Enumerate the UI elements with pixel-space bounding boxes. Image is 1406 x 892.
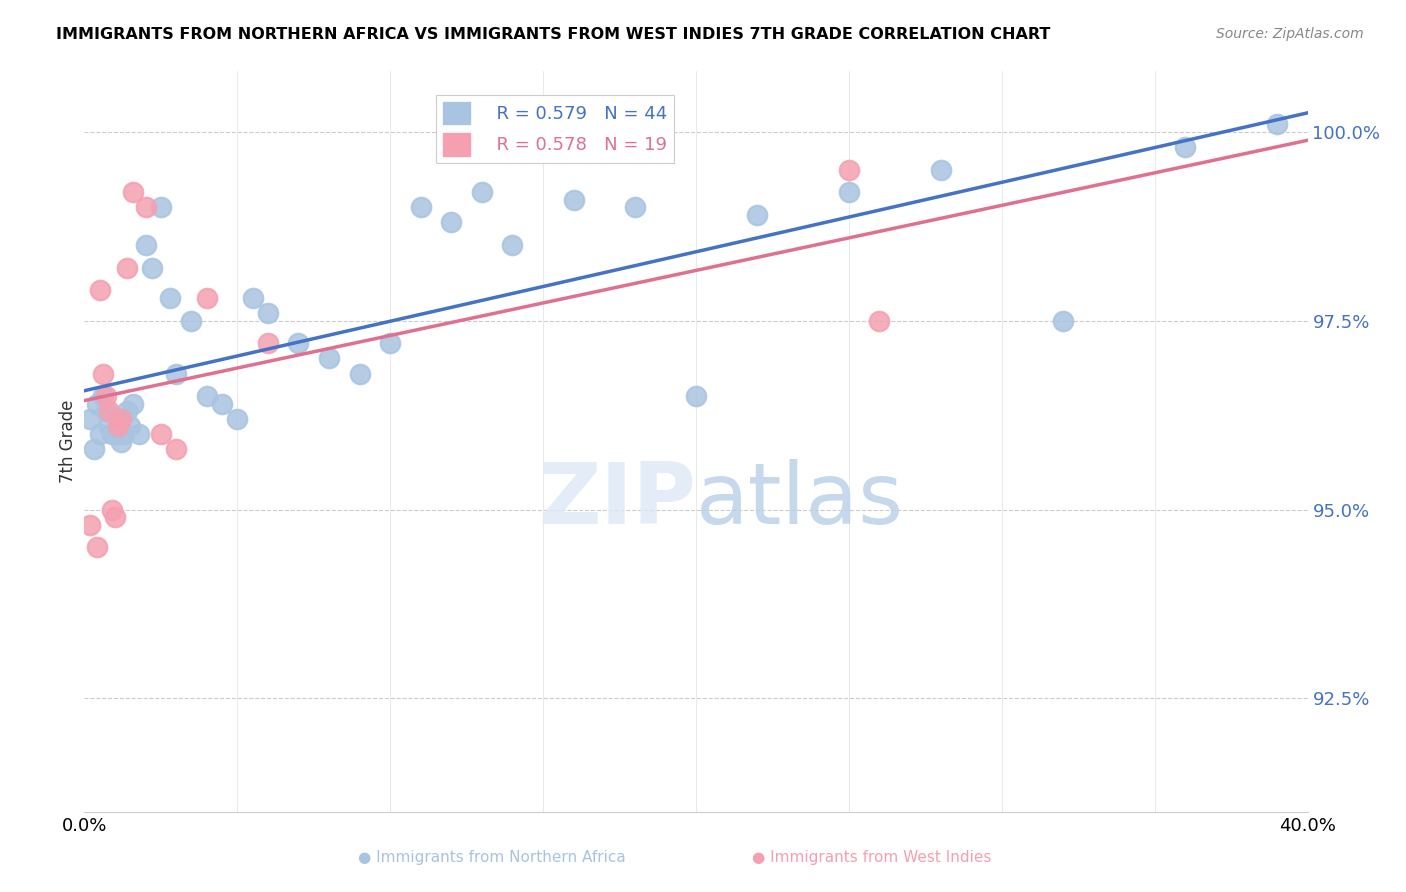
Point xyxy=(195,291,218,305)
Point xyxy=(226,412,249,426)
Point xyxy=(869,313,891,327)
Point xyxy=(120,419,142,434)
Point xyxy=(115,404,138,418)
Point xyxy=(89,284,111,298)
Point xyxy=(838,186,860,200)
Point xyxy=(79,517,101,532)
Point xyxy=(1174,140,1197,154)
Point xyxy=(838,162,860,177)
Point xyxy=(104,427,127,442)
Point xyxy=(86,397,108,411)
Legend:   R = 0.579   N = 44,   R = 0.578   N = 19: R = 0.579 N = 44, R = 0.578 N = 19 xyxy=(436,95,673,162)
Point xyxy=(115,260,138,275)
Text: ● Immigrants from Northern Africa: ● Immigrants from Northern Africa xyxy=(359,850,626,865)
Text: Source: ZipAtlas.com: Source: ZipAtlas.com xyxy=(1216,27,1364,41)
Point xyxy=(195,389,218,403)
Point xyxy=(110,434,132,449)
Point xyxy=(180,313,202,327)
Point xyxy=(287,336,309,351)
Point xyxy=(83,442,105,456)
Point xyxy=(685,389,707,403)
Point xyxy=(86,541,108,555)
Point xyxy=(747,208,769,222)
Point xyxy=(107,412,129,426)
Point xyxy=(91,389,114,403)
Y-axis label: 7th Grade: 7th Grade xyxy=(59,400,77,483)
Point xyxy=(135,200,157,214)
Point xyxy=(257,336,280,351)
Point xyxy=(471,186,494,200)
Text: ● Immigrants from West Indies: ● Immigrants from West Indies xyxy=(752,850,991,865)
Point xyxy=(149,200,172,214)
Point xyxy=(440,215,463,229)
Point xyxy=(101,427,124,442)
Point xyxy=(104,510,127,524)
Point xyxy=(107,419,129,434)
Point xyxy=(1052,313,1074,327)
Point xyxy=(94,404,117,418)
Point xyxy=(101,502,124,516)
Point xyxy=(211,397,233,411)
Point xyxy=(141,260,163,275)
Text: IMMIGRANTS FROM NORTHERN AFRICA VS IMMIGRANTS FROM WEST INDIES 7TH GRADE CORRELA: IMMIGRANTS FROM NORTHERN AFRICA VS IMMIG… xyxy=(56,27,1050,42)
Point xyxy=(165,442,187,456)
Point xyxy=(91,367,114,381)
Point xyxy=(159,291,181,305)
Point xyxy=(165,367,187,381)
Point xyxy=(135,238,157,252)
Point xyxy=(94,389,117,403)
Point xyxy=(89,427,111,442)
Point xyxy=(624,200,647,214)
Point xyxy=(380,336,402,351)
Point xyxy=(97,404,120,418)
Point xyxy=(112,427,135,442)
Point xyxy=(79,412,101,426)
Point xyxy=(149,427,172,442)
Point xyxy=(128,427,150,442)
Text: ZIP: ZIP xyxy=(538,459,696,542)
Point xyxy=(122,397,145,411)
Point xyxy=(502,238,524,252)
Point xyxy=(562,193,585,207)
Point xyxy=(122,186,145,200)
Point xyxy=(318,351,340,366)
Point xyxy=(929,162,952,177)
Point xyxy=(110,412,132,426)
Point xyxy=(349,367,371,381)
Text: atlas: atlas xyxy=(696,459,904,542)
Point xyxy=(409,200,432,214)
Point xyxy=(97,419,120,434)
Point xyxy=(242,291,264,305)
Point xyxy=(1265,117,1288,131)
Point xyxy=(257,306,280,320)
